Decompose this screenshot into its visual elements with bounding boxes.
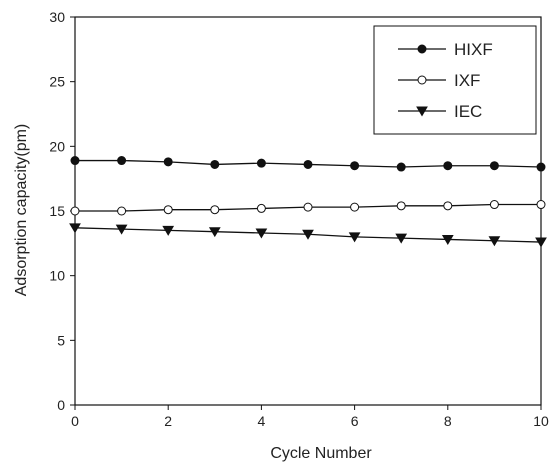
data-point [396, 201, 406, 211]
data-point [396, 162, 406, 172]
data-point [163, 205, 173, 215]
y-tick-label: 30 [49, 9, 65, 25]
y-tick-label: 5 [57, 332, 65, 348]
series-group [69, 156, 547, 248]
data-point [488, 236, 501, 247]
legend-label: IEC [454, 102, 482, 121]
data-point [255, 228, 268, 239]
data-point [163, 157, 173, 167]
data-point [302, 229, 314, 240]
data-point [443, 201, 453, 211]
data-point [350, 202, 360, 212]
x-tick-label: 0 [71, 413, 79, 429]
data-point [117, 206, 127, 216]
data-point [348, 232, 361, 243]
data-point [350, 161, 360, 171]
data-point [70, 156, 80, 166]
data-point [115, 224, 128, 235]
data-point [395, 233, 408, 244]
y-tick-label: 10 [49, 268, 65, 284]
x-axis-label: Cycle Number [270, 445, 372, 462]
axis-ticks: 0 2 4 6 8 10 0 5 10 15 20 25 30 [49, 9, 549, 429]
legend-label: HIXF [454, 40, 493, 59]
legend-item-hixf: HIXF [398, 40, 493, 59]
legend-item-iec: IEC [398, 102, 482, 121]
legend-marker [417, 75, 427, 85]
data-point [69, 223, 81, 234]
series-ixf [70, 200, 546, 216]
data-point [443, 161, 453, 171]
data-point [536, 162, 546, 172]
x-tick-label: 4 [258, 413, 266, 429]
x-tick-label: 2 [164, 413, 172, 429]
legend-marker [417, 44, 427, 54]
legend-marker [416, 106, 428, 117]
data-point [489, 161, 499, 171]
data-point [210, 159, 220, 169]
y-tick-label: 0 [57, 397, 65, 413]
y-tick-label: 20 [49, 138, 65, 154]
series-iec [69, 223, 547, 248]
y-axis-label: Adsorption capacity(pm) [13, 124, 30, 297]
data-point [303, 202, 313, 212]
legend-label: IXF [454, 71, 480, 90]
data-point [256, 158, 266, 168]
data-point [117, 156, 127, 166]
data-point [536, 200, 546, 210]
data-point [303, 159, 313, 169]
data-point [535, 237, 547, 248]
data-point [162, 225, 175, 236]
data-point [489, 200, 499, 210]
data-point [208, 227, 221, 238]
y-tick-label: 15 [49, 203, 65, 219]
series-hixf [70, 156, 546, 172]
data-point [256, 203, 266, 213]
data-point [70, 206, 80, 216]
x-tick-label: 10 [533, 413, 549, 429]
data-point [210, 205, 220, 215]
legend-item-ixf: IXF [398, 71, 480, 90]
x-tick-label: 6 [351, 413, 359, 429]
y-tick-label: 25 [49, 74, 65, 90]
x-tick-label: 8 [444, 413, 452, 429]
data-point [441, 234, 454, 245]
legend: HIXF IXF IEC [373, 25, 537, 135]
